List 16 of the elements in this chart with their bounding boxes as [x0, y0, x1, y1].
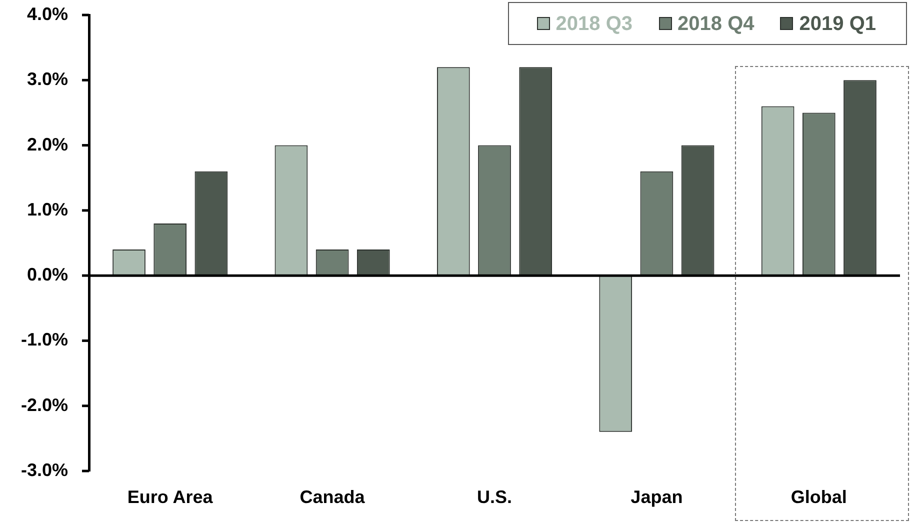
legend-label: 2019 Q1 [799, 12, 876, 34]
y-tick-label: -3.0% [20, 460, 68, 480]
x-tick-label: Global [790, 486, 847, 507]
x-tick-label: Canada [300, 486, 366, 507]
y-tick-label: 0.0% [26, 264, 68, 285]
legend-label: 2018 Q4 [678, 12, 754, 34]
y-tick-label: -2.0% [20, 394, 68, 415]
y-tick-label: 1.0% [26, 199, 68, 220]
x-tick-label: Japan [630, 486, 683, 507]
y-tick-label: 2.0% [26, 134, 68, 154]
y-tick-label: -1.0% [20, 330, 68, 350]
x-tick-label: Euro Area [127, 486, 214, 507]
y-tick-label: 3.0% [26, 69, 68, 90]
legend-label: 2018 Q3 [556, 12, 633, 34]
x-tick-label: U.S. [476, 486, 512, 507]
y-tick-label: 4.0% [26, 4, 68, 24]
